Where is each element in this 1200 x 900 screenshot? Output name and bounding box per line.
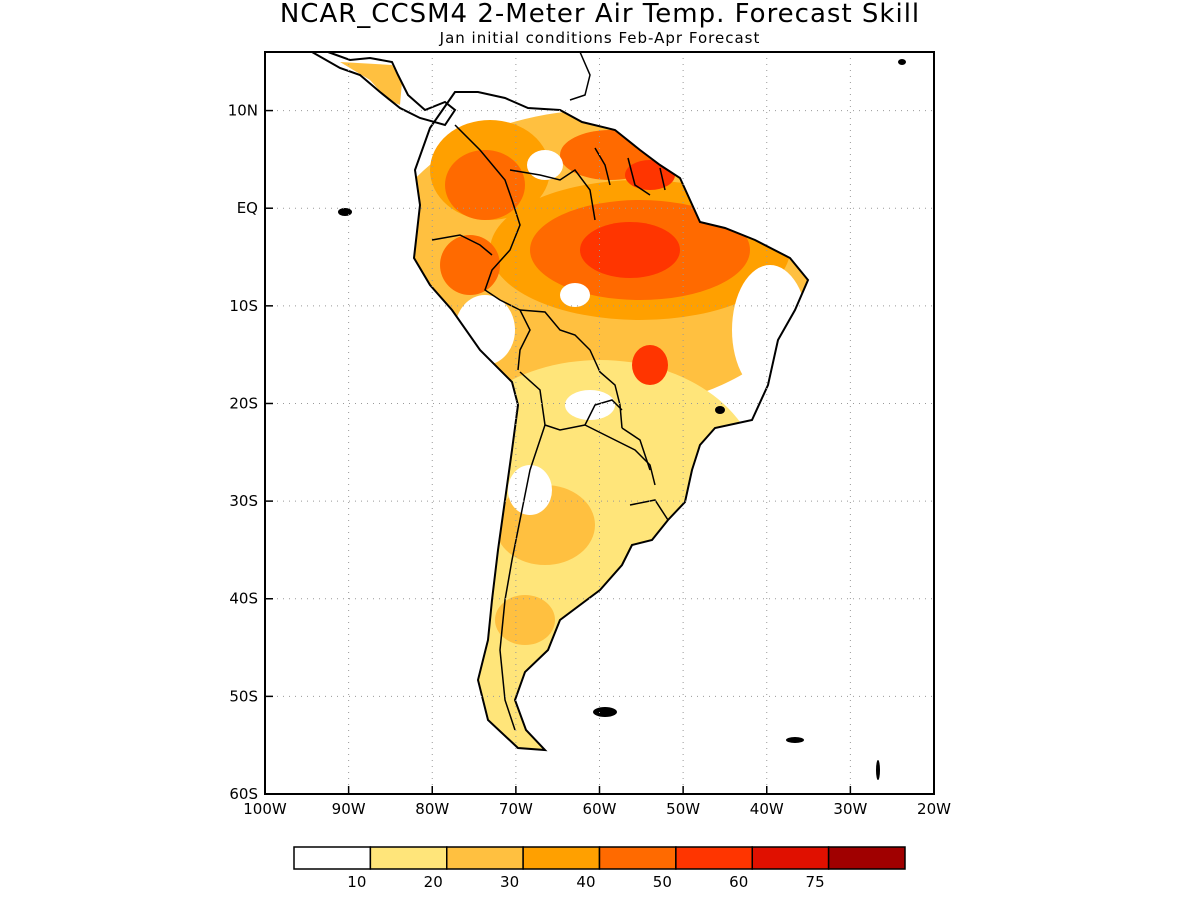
island xyxy=(876,760,880,780)
x-tick-label: 30W xyxy=(833,800,867,818)
colorbar-label: 75 xyxy=(806,873,825,891)
colorbar-swatch xyxy=(827,846,906,870)
colorbar: 10 20 30 40 50 60 75 xyxy=(293,846,906,891)
border xyxy=(509,168,596,221)
border xyxy=(594,147,611,186)
colorbar-label: 60 xyxy=(729,873,748,891)
chart-title: NCAR_CCSM4 2-Meter Air Temp. Forecast Sk… xyxy=(279,0,921,29)
island xyxy=(898,59,906,65)
border xyxy=(431,234,493,256)
colorbar-swatch xyxy=(369,846,448,870)
x-tick-label: 80W xyxy=(415,800,449,818)
skill-region xyxy=(495,595,555,645)
border xyxy=(659,167,666,191)
border xyxy=(519,309,623,429)
country-borders xyxy=(431,124,669,731)
border xyxy=(621,427,651,471)
skill-region xyxy=(565,390,615,420)
border xyxy=(584,424,656,486)
x-tick-label: 40W xyxy=(750,800,784,818)
y-tick-label: 40S xyxy=(229,590,258,608)
island xyxy=(593,707,617,717)
colorbar-swatch xyxy=(598,846,677,870)
colorbar-swatch xyxy=(675,846,753,870)
skill-region xyxy=(445,150,525,220)
y-tick-label: EQ xyxy=(237,199,258,217)
border xyxy=(454,124,531,371)
x-tick-label: 70W xyxy=(499,800,533,818)
x-tick-label: 50W xyxy=(666,800,700,818)
skill-region xyxy=(340,62,402,105)
grid-lines xyxy=(265,52,934,794)
skill-field xyxy=(414,110,808,750)
border xyxy=(584,399,623,426)
y-tick-label: 10N xyxy=(228,102,258,120)
border xyxy=(499,424,546,731)
x-tick-label: 100W xyxy=(243,800,287,818)
skill-region xyxy=(527,150,563,180)
skill-region xyxy=(440,235,500,295)
y-tick-label: 60S xyxy=(229,785,258,803)
island xyxy=(786,737,804,743)
y-tick-label: 30S xyxy=(229,492,258,510)
border xyxy=(627,157,651,196)
colorbar-swatch xyxy=(522,846,601,870)
skill-region xyxy=(560,283,590,307)
colorbar-swatch xyxy=(751,846,830,870)
coastline xyxy=(412,91,810,752)
island xyxy=(338,208,352,216)
skill-region xyxy=(632,345,668,385)
colorbar-label: 20 xyxy=(424,873,443,891)
colorbar-label: 30 xyxy=(500,873,519,891)
map-plot-area xyxy=(311,51,906,780)
coastline xyxy=(569,51,591,101)
border xyxy=(629,499,669,521)
colorbar-label: 50 xyxy=(653,873,672,891)
skill-region xyxy=(580,222,680,278)
y-tick-label: 20S xyxy=(229,394,258,412)
y-tick-label: 10S xyxy=(229,297,258,315)
x-tick-label: 20W xyxy=(917,800,951,818)
coastline xyxy=(311,51,457,127)
colorbar-label: 40 xyxy=(576,873,595,891)
colorbar-swatch xyxy=(446,846,524,870)
island xyxy=(715,406,725,414)
y-tick-label: 50S xyxy=(229,687,258,705)
x-tick-label: 60W xyxy=(583,800,617,818)
colorbar-label: 10 xyxy=(347,873,366,891)
x-tick-label: 90W xyxy=(332,800,366,818)
colorbar-swatch xyxy=(293,846,372,870)
skill-region xyxy=(508,465,552,515)
chart-subtitle: Jan initial conditions Feb-Apr Forecast xyxy=(439,29,761,47)
